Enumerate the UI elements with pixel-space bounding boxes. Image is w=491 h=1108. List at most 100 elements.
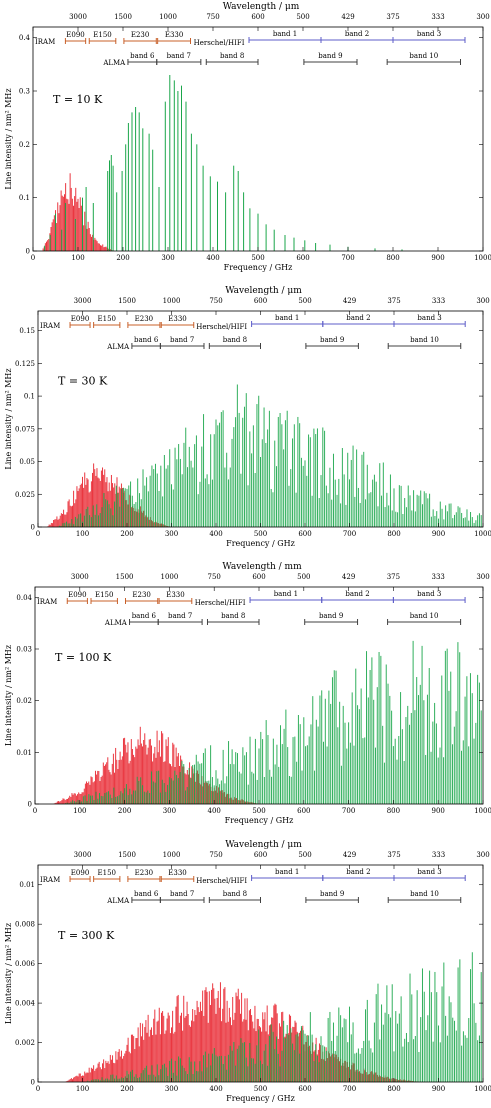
hifi-band-label: band 3 [417,868,441,876]
top-tick-label: 1500 [118,297,136,305]
y-tick-label: 0.4 [19,34,31,42]
top-axis-label: Wavelength / μm [223,2,300,12]
x-tick-label: 1000 [474,807,491,815]
x-tick-label: 1000 [474,254,491,262]
hifi-band-label: band 3 [417,30,441,38]
hifi-label: Herschel/HIFI [196,877,247,885]
x-tick-label: 0 [31,254,35,262]
x-axis-label: Frequency / GHz [226,539,295,548]
hifi-bands: band 1 band 2 band 3 Herschel/HIFI [196,314,466,331]
alma-label: ALMA [106,343,130,351]
hifi-band-label: band 3 [417,590,441,598]
iram-band-label: E150 [98,315,116,323]
iram-band-label: E230 [132,591,150,599]
x-tick-label: 0 [36,1085,40,1093]
top-tick-label: 300 [476,573,489,581]
x-tick-label: 1000 [474,1085,491,1093]
alma-band-label: band 8 [223,336,247,344]
y-axis-label: Line intensity / nm² MHz [4,88,13,189]
x-tick-label: 800 [387,807,400,815]
x-tick-label: 500 [251,254,264,262]
alma-band-label: band 7 [167,52,191,60]
top-tick-label: 300 [476,851,489,859]
x-tick-label: 200 [120,530,133,538]
top-tick-label: 600 [254,851,267,859]
alma-label: ALMA [106,897,130,905]
x-tick-label: 300 [163,807,176,815]
x-tick-label: 700 [343,1085,356,1093]
x-tick-label: 600 [298,530,311,538]
y-tick-label: 0.04 [16,594,32,602]
alma-band-label: band 10 [410,336,439,344]
top-tick-label: 1000 [160,573,178,581]
iram-band-label: E090 [66,31,84,39]
x-tick-label: 900 [432,1085,445,1093]
top-tick-label: 333 [432,851,445,859]
chart-panel-1: Wavelength / μm 0 100 200 300 400 500 600 700 800… [4,2,491,272]
x-axis-label: Frequency / GHz [225,816,294,825]
y-tick-label: 0.002 [15,1039,35,1047]
x-axis-label: Frequency / GHz [226,1094,295,1103]
top-tick-label: 600 [252,573,265,581]
top-tick-label: 500 [298,297,311,305]
top-axis-label: Wavelength / μm [225,286,302,296]
x-tick-label: 600 [296,254,309,262]
alma-bands: band 6 band 7 band 8 band 9 band 10 ALMA [102,52,461,67]
x-tick-label: 700 [342,807,355,815]
top-tick-label: 500 [298,851,311,859]
x-tick-label: 500 [252,807,265,815]
iram-band-label: E090 [71,869,89,877]
y-tick-label: 0.03 [16,646,32,654]
iram-band-label: E150 [95,591,113,599]
alma-band-label: band 6 [134,336,159,344]
y-tick-label: 0.125 [15,360,35,368]
x-tick-label: 400 [209,1085,222,1093]
temperature-label: T = 10 K [53,93,103,106]
top-tick-label: 1000 [163,851,181,859]
iram-bands: E090 E150 E230 E330 IRAM [40,315,195,330]
hifi-band-label: band 1 [273,30,297,38]
y-axis-label: Line intensity / nm² MHz [4,368,13,469]
alma-band-label: band 8 [220,52,244,60]
alma-band-label: band 10 [409,52,438,60]
top-tick-label: 500 [297,573,310,581]
hifi-bands: band 1 band 2 band 3 Herschel/HIFI [194,30,466,47]
x-tick-label: 700 [343,530,356,538]
y-tick-label: 0 [31,524,35,532]
x-tick-label: 100 [73,807,86,815]
temperature-label: T = 100 K [55,651,112,664]
top-tick-label: 750 [206,13,219,21]
green-series [57,384,482,527]
top-tick-label: 429 [342,573,355,581]
y-tick-label: 0 [28,801,32,809]
top-tick-label: 333 [432,297,445,305]
alma-band-label: band 9 [318,52,342,60]
top-tick-label: 3000 [69,13,87,21]
top-tick-label: 375 [387,297,400,305]
y-tick-label: 0 [26,248,30,256]
alma-band-label: band 7 [168,612,192,620]
top-tick-label: 429 [341,13,354,21]
iram-label: IRAM [37,598,57,606]
top-tick-label: 333 [432,573,445,581]
iram-band-label: E330 [166,591,184,599]
top-tick-label: 500 [296,13,309,21]
x-tick-label: 600 [298,1085,311,1093]
x-tick-label: 100 [76,1085,89,1093]
hifi-label: Herschel/HIFI [195,599,246,607]
alma-band-label: band 7 [170,890,194,898]
chart-panel-3: Wavelength / mm 0 100 200 300 400 500 600 700 800… [4,562,491,825]
hifi-band-label: band 2 [345,30,369,38]
y-tick-label: 0.01 [19,881,35,889]
x-tick-label: 200 [116,254,129,262]
alma-band-label: band 10 [410,612,439,620]
y-tick-label: 0.1 [24,393,35,401]
green-series [83,952,482,1082]
x-tick-label: 800 [386,254,399,262]
top-tick-label: 3000 [74,851,92,859]
hifi-band-label: band 3 [417,314,441,322]
x-tick-label: 400 [209,530,222,538]
y-tick-label: 0.3 [19,88,30,96]
x-tick-label: 800 [387,1085,400,1093]
